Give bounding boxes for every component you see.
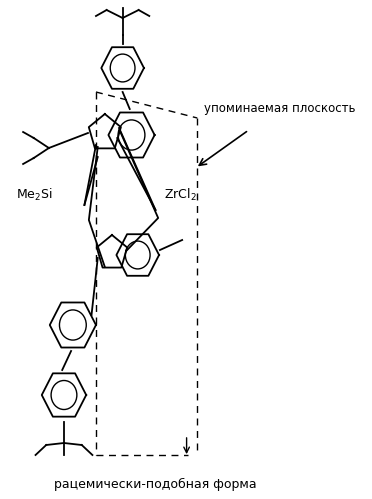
Text: упоминаемая плоскость: упоминаемая плоскость (204, 101, 356, 114)
Text: ZrCl$_2$: ZrCl$_2$ (164, 187, 197, 203)
Text: рацемически-подобная форма: рацемически-подобная форма (54, 478, 257, 491)
Text: Me$_2$Si: Me$_2$Si (16, 187, 53, 203)
